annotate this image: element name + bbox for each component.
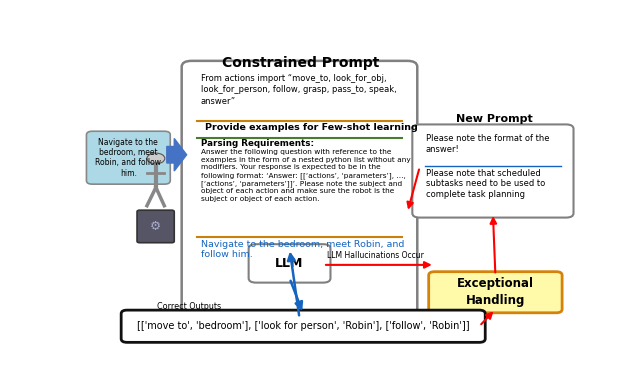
Polygon shape [167,139,187,171]
Text: answer”: answer” [200,97,236,106]
FancyBboxPatch shape [412,124,573,218]
Text: Correct Outputs: Correct Outputs [157,302,221,311]
Text: ⚙: ⚙ [150,220,161,233]
Text: Please note that scheduled
subtasks need to be used to
complete task planning: Please note that scheduled subtasks need… [426,169,545,199]
Text: Exceptional
Handling: Exceptional Handling [457,277,534,307]
Text: From actions import “move_to, look_for_obj,: From actions import “move_to, look_for_o… [200,74,386,83]
Text: [['move to', 'bedroom'], ['look for person', 'Robin'], ['follow', 'Robin']]: [['move to', 'bedroom'], ['look for pers… [137,321,470,331]
FancyBboxPatch shape [248,244,330,283]
Text: Navigate to the
bedroom, meet
Robin, and follow
him.: Navigate to the bedroom, meet Robin, and… [95,137,161,178]
FancyBboxPatch shape [137,210,174,243]
Text: LLM: LLM [275,257,304,270]
FancyBboxPatch shape [182,61,417,324]
Text: New Prompt: New Prompt [456,114,532,124]
Text: Navigate to the bedroom, meet Robin, and
follow him.: Navigate to the bedroom, meet Robin, and… [200,240,404,259]
Circle shape [147,153,165,164]
FancyBboxPatch shape [86,131,170,184]
Text: Constrained Prompt: Constrained Prompt [222,56,380,70]
Text: Provide examples for Few-shot learning: Provide examples for Few-shot learning [205,123,418,132]
Text: look_for_person, follow, grasp, pass_to, speak,: look_for_person, follow, grasp, pass_to,… [200,85,396,94]
Text: Parsing Requirements:: Parsing Requirements: [200,139,314,148]
Text: LLM Hallucinations Occur: LLM Hallucinations Occur [326,252,424,260]
Text: Please note the format of the
answer!: Please note the format of the answer! [426,134,549,154]
Text: Answer the following question with reference to the
examples in the form of a ne: Answer the following question with refer… [200,149,410,202]
FancyBboxPatch shape [121,310,485,343]
FancyBboxPatch shape [429,272,562,313]
